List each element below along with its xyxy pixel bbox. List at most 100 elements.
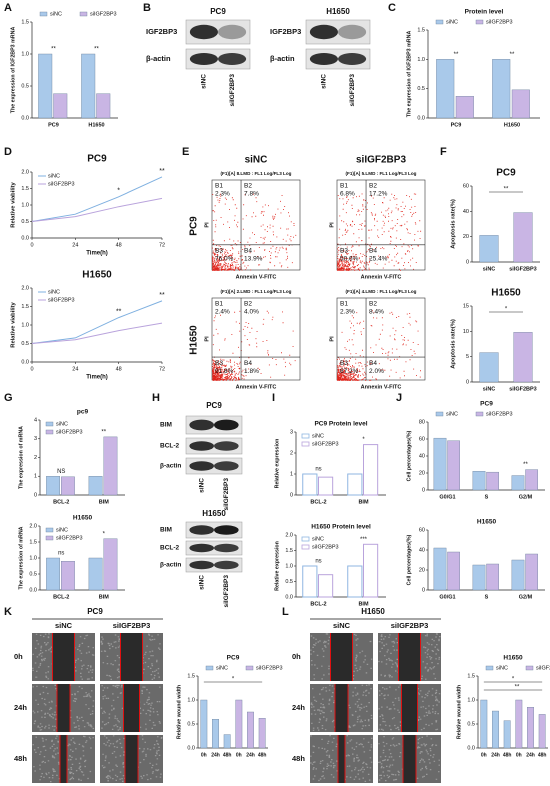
- blot-row-label: BIM: [160, 422, 172, 429]
- x-tick-label: 0: [30, 242, 33, 248]
- bar: [433, 547, 447, 591]
- legend-swatch: [301, 536, 310, 542]
- legend-label: siNC: [312, 536, 324, 542]
- y-axis-label: Relative wound width: [456, 685, 462, 739]
- y-tick-label: 1.0: [21, 202, 29, 208]
- y-tick-label: 0.5: [21, 83, 29, 89]
- blot-row-label: BCL-2: [160, 443, 180, 450]
- wound-gap: [335, 684, 348, 732]
- x-tick-label: 0: [30, 366, 33, 372]
- quadrant-value: 2.3%: [215, 191, 230, 198]
- bar: [436, 59, 455, 119]
- y-tick-label: 0.0: [21, 235, 29, 241]
- bar: [527, 707, 534, 749]
- y-tick-label: 1.5: [285, 548, 293, 554]
- quadrant-value: 50.6%: [340, 256, 359, 263]
- blot-cell-label: PC9: [210, 7, 226, 16]
- bar: [511, 559, 525, 591]
- x-tick-label: 24h: [526, 752, 535, 758]
- bar: [318, 476, 334, 496]
- y-tick-label: 80: [419, 419, 425, 425]
- x-tick-label: G2/M: [519, 494, 533, 500]
- legend-swatch: [525, 665, 534, 671]
- bar: [492, 59, 511, 119]
- significance-label: *: [232, 677, 235, 683]
- wound-gap: [52, 633, 75, 681]
- y-tick-label: 0.0: [285, 594, 293, 600]
- flow-events: [212, 193, 297, 271]
- legend-label: siNC: [312, 433, 324, 439]
- flow-plot-title: (F1)[A] 8.LMD : FL1 Log/FL3 Log: [221, 171, 292, 176]
- bar: [103, 436, 118, 496]
- legend-label: siIGF2BP3: [56, 535, 83, 541]
- bar: [347, 473, 363, 496]
- x-tick-label: H1650: [504, 122, 520, 128]
- blot-lane-label: siNC: [198, 478, 205, 493]
- legend-label: siIGF2BP3: [486, 19, 513, 25]
- bar: [88, 476, 103, 496]
- flow-frame: [336, 297, 426, 381]
- x-tick-label: 48h: [503, 752, 512, 758]
- bar: [200, 699, 208, 749]
- x-tick-label: 24: [72, 366, 78, 372]
- wound-gap: [120, 633, 143, 681]
- bar: [53, 93, 68, 119]
- legend-label: siNC: [56, 421, 68, 427]
- bar: [46, 557, 60, 591]
- quadrant-value: 7.8%: [244, 191, 259, 198]
- wound-column-label: siNC: [55, 621, 73, 630]
- wound-cell-label: H1650: [361, 607, 385, 616]
- quadrant-name: B3: [215, 360, 223, 367]
- flow-y-label: PI: [329, 222, 335, 228]
- bar: [447, 440, 460, 491]
- x-tick-label: G0/G1: [439, 594, 455, 600]
- bar: [503, 720, 511, 749]
- flow-plot-title: (F1)[A] 5.LMD : FL1 Log/FL3 Log: [346, 171, 417, 176]
- quadrant-value: 2.4%: [215, 309, 230, 316]
- y-axis-label: Relative expression: [274, 541, 280, 591]
- y-tick-label: 60: [463, 183, 469, 189]
- y-tick-label: 0: [466, 379, 469, 385]
- quadrant-name: B3: [340, 360, 348, 367]
- y-tick-label: 1.0: [467, 697, 475, 703]
- chart-title: H1650: [503, 655, 523, 662]
- legend-swatch: [301, 433, 310, 439]
- quadrant-value: 2.0%: [369, 368, 384, 375]
- x-tick-label: 72: [159, 242, 165, 248]
- quadrant-value: 2.3%: [340, 309, 355, 316]
- wound-row-label: 48h: [14, 754, 27, 763]
- blot-band: [214, 419, 239, 431]
- y-tick-label: 0.0: [417, 115, 425, 121]
- legend-label: siNC: [446, 411, 458, 417]
- y-tick-label: 1.5: [467, 673, 475, 679]
- y-tick-label: 0.5: [187, 721, 195, 727]
- bar: [347, 565, 363, 598]
- significance-label: *: [117, 188, 120, 195]
- y-tick-label: 2.0: [21, 285, 29, 291]
- y-tick-label: 1.0: [21, 51, 29, 57]
- blot-lane-label: siIGF2BP3: [349, 74, 356, 107]
- bar: [525, 469, 538, 491]
- legend-swatch: [245, 665, 254, 671]
- significance-label: *: [512, 677, 515, 683]
- significance-label: ns: [315, 467, 321, 473]
- quadrant-value: 91.8%: [215, 368, 234, 375]
- legend-label: siNC: [56, 527, 68, 533]
- flow-y-label: PI: [204, 336, 210, 342]
- blot-cell-label: H1650: [326, 7, 350, 16]
- y-tick-label: 0: [466, 259, 469, 265]
- x-tick-label: 48h: [258, 752, 267, 758]
- series-line: [31, 176, 163, 222]
- y-tick-label: 0.0: [29, 587, 37, 593]
- y-tick-label: 0.5: [467, 721, 475, 727]
- wound-gap: [330, 633, 353, 681]
- quadrant-name: B2: [244, 301, 252, 308]
- x-tick-label: 0h: [236, 752, 242, 758]
- y-tick-label: 20: [419, 470, 425, 476]
- y-tick-label: 1.5: [29, 539, 37, 545]
- bar: [511, 89, 530, 119]
- wound-column-label: siNC: [333, 621, 351, 630]
- legend-swatch: [39, 11, 48, 17]
- quadrant-name: B3: [215, 248, 223, 255]
- legend-swatch: [301, 544, 310, 550]
